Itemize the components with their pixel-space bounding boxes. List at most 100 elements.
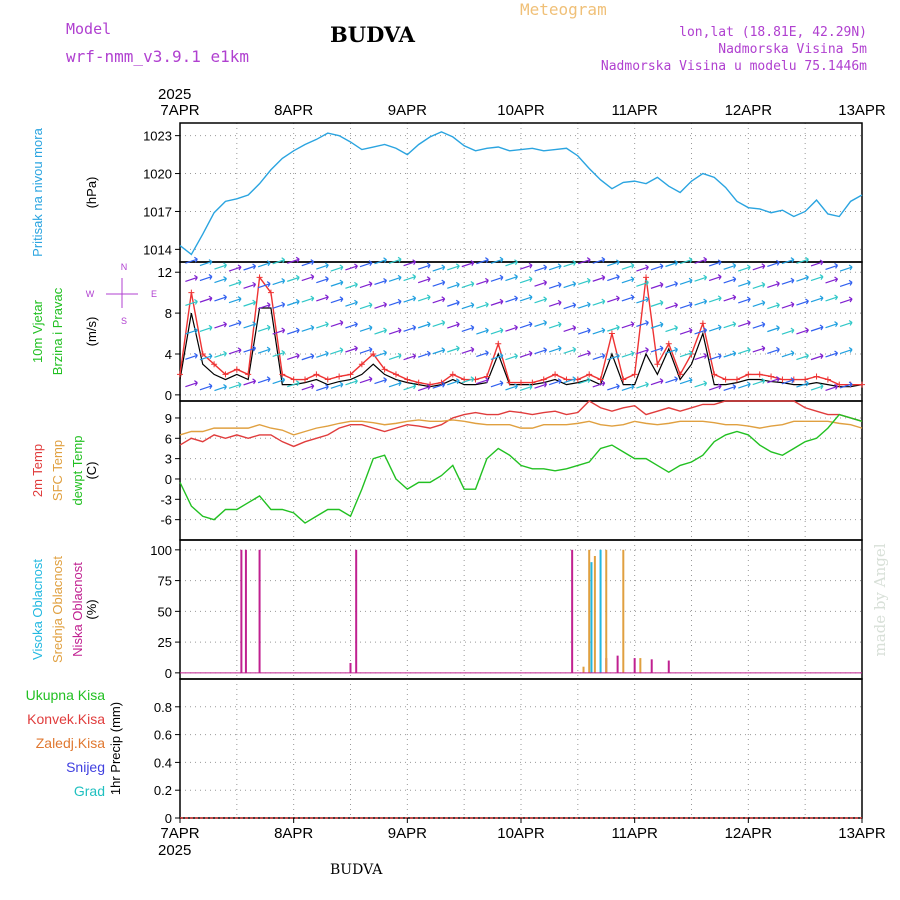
gust-marker (620, 376, 627, 383)
wind-arrow (301, 274, 315, 282)
wind-arrow (301, 259, 315, 267)
wind-arrow (505, 274, 518, 282)
gust-marker (392, 371, 399, 378)
wind-arrow (461, 260, 475, 268)
wind-arrow (330, 264, 344, 272)
wind-arrow (694, 256, 708, 264)
wind-arrow (476, 277, 489, 285)
y-tick-label: 0 (165, 388, 172, 403)
gust-marker (199, 350, 206, 357)
gust-marker (824, 376, 831, 383)
y-tick-label: 4 (165, 347, 172, 362)
wind-arrow (447, 263, 460, 271)
series-line-sfc (179, 419, 863, 436)
wind-arrow (679, 257, 693, 265)
wind-arrow (432, 279, 446, 287)
wind-arrow (228, 296, 242, 304)
wind-arrow (650, 299, 664, 307)
wind-arrow (839, 264, 853, 272)
bar-low (258, 549, 261, 673)
y-tick-label: 25 (158, 635, 172, 650)
wind-arrow (708, 353, 722, 361)
wind-arrow (519, 276, 533, 284)
wind-arrow (228, 381, 242, 389)
y-tick-label: 1014 (143, 242, 172, 257)
model-label: Model (66, 20, 112, 38)
station-title: BUDVA (330, 22, 415, 47)
gust-marker (597, 376, 604, 383)
wind-arrow (359, 324, 373, 332)
wind-arrow (796, 274, 809, 282)
wind-arrow (403, 259, 417, 267)
wind-arrow (432, 319, 446, 328)
wind-arrow (548, 378, 562, 386)
wind-arrow (388, 380, 402, 388)
unit-label: (C) (84, 461, 99, 479)
wind-arrow (767, 376, 780, 384)
wind-arrow (781, 301, 795, 309)
wind-arrow (447, 281, 460, 289)
gust-marker (677, 371, 684, 378)
wind-arrow (738, 319, 751, 328)
unit-label: 1hr Precip (mm) (108, 702, 123, 795)
gust-marker (211, 361, 218, 368)
wind-arrow (316, 384, 329, 392)
wind-arrow (519, 294, 533, 302)
wind-arrow (388, 327, 402, 335)
wind-arrow (607, 383, 620, 391)
wind-arrow (534, 319, 548, 328)
time-label-bottom: 11APR (611, 825, 658, 842)
wind-arrow (534, 264, 548, 272)
time-label-top: 11APR (611, 102, 658, 119)
wind-arrow (752, 321, 766, 329)
wind-arrow (287, 380, 300, 388)
gust-marker (608, 330, 615, 337)
bar-low (616, 655, 619, 673)
wind-arrow (417, 262, 431, 270)
wind-arrow (723, 383, 737, 392)
wind-arrow (752, 299, 766, 308)
wind-arrow (548, 345, 562, 353)
wind-arrow (781, 350, 795, 358)
gust-marker (336, 373, 343, 380)
gust-marker (859, 381, 865, 388)
gust-marker (188, 289, 195, 296)
wind-arrow (679, 277, 693, 285)
wind-arrow (505, 295, 518, 303)
wind-arrow (548, 321, 562, 329)
wind-arrow (374, 301, 388, 309)
wind-arrow (272, 349, 286, 358)
gust-marker (302, 376, 309, 383)
wind-arrow (563, 281, 577, 289)
wind-arrow (650, 378, 664, 386)
y-tick-label: 9 (165, 411, 172, 426)
wind-arrow (592, 380, 606, 388)
wind-arrow (708, 383, 722, 391)
wind-arrow (417, 294, 431, 302)
wind-arrow (752, 263, 766, 271)
bar-low (633, 658, 636, 673)
wind-arrow (738, 279, 751, 287)
wind-direction-legend: N E S W (86, 262, 157, 326)
wind-arrow (374, 327, 388, 335)
wind-arrow (272, 278, 286, 286)
panel-label: Niska Oblacnost (70, 562, 85, 657)
wind-arrow (738, 296, 751, 304)
gust-marker (358, 361, 365, 368)
wind-arrow (388, 256, 402, 264)
gust-marker (449, 371, 456, 378)
bar-high (599, 549, 602, 673)
wind-arrow (563, 376, 577, 384)
wind-arrow (476, 327, 489, 335)
gust-marker (267, 289, 274, 296)
wind-arrow (607, 353, 620, 361)
wind-arrow (578, 257, 591, 265)
wind-arrow (461, 324, 475, 332)
panel-label: 2m Temp (30, 444, 45, 497)
panel-label: Brzina i Pravac (50, 287, 65, 375)
wind-arrow (723, 262, 737, 270)
wind-arrow (432, 296, 446, 304)
y-tick-label: -3 (160, 492, 172, 507)
wind-arrow (548, 263, 562, 271)
wind-arrow (708, 259, 722, 267)
